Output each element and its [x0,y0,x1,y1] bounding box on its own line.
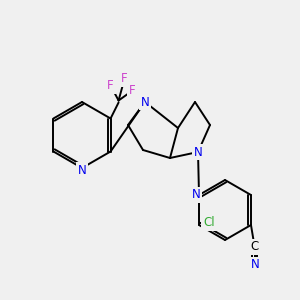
Text: F: F [121,72,128,85]
Text: N: N [78,164,86,176]
Text: F: F [129,84,136,97]
Text: Cl: Cl [203,217,215,230]
Text: C: C [251,241,259,254]
Text: N: N [194,146,202,158]
Text: F: F [107,79,114,92]
Text: N: N [192,188,200,202]
Text: N: N [141,95,149,109]
Text: N: N [250,259,260,272]
